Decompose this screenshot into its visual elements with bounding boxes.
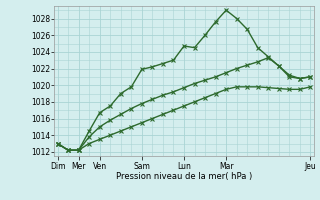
X-axis label: Pression niveau de la mer( hPa ): Pression niveau de la mer( hPa ) [116,172,252,181]
